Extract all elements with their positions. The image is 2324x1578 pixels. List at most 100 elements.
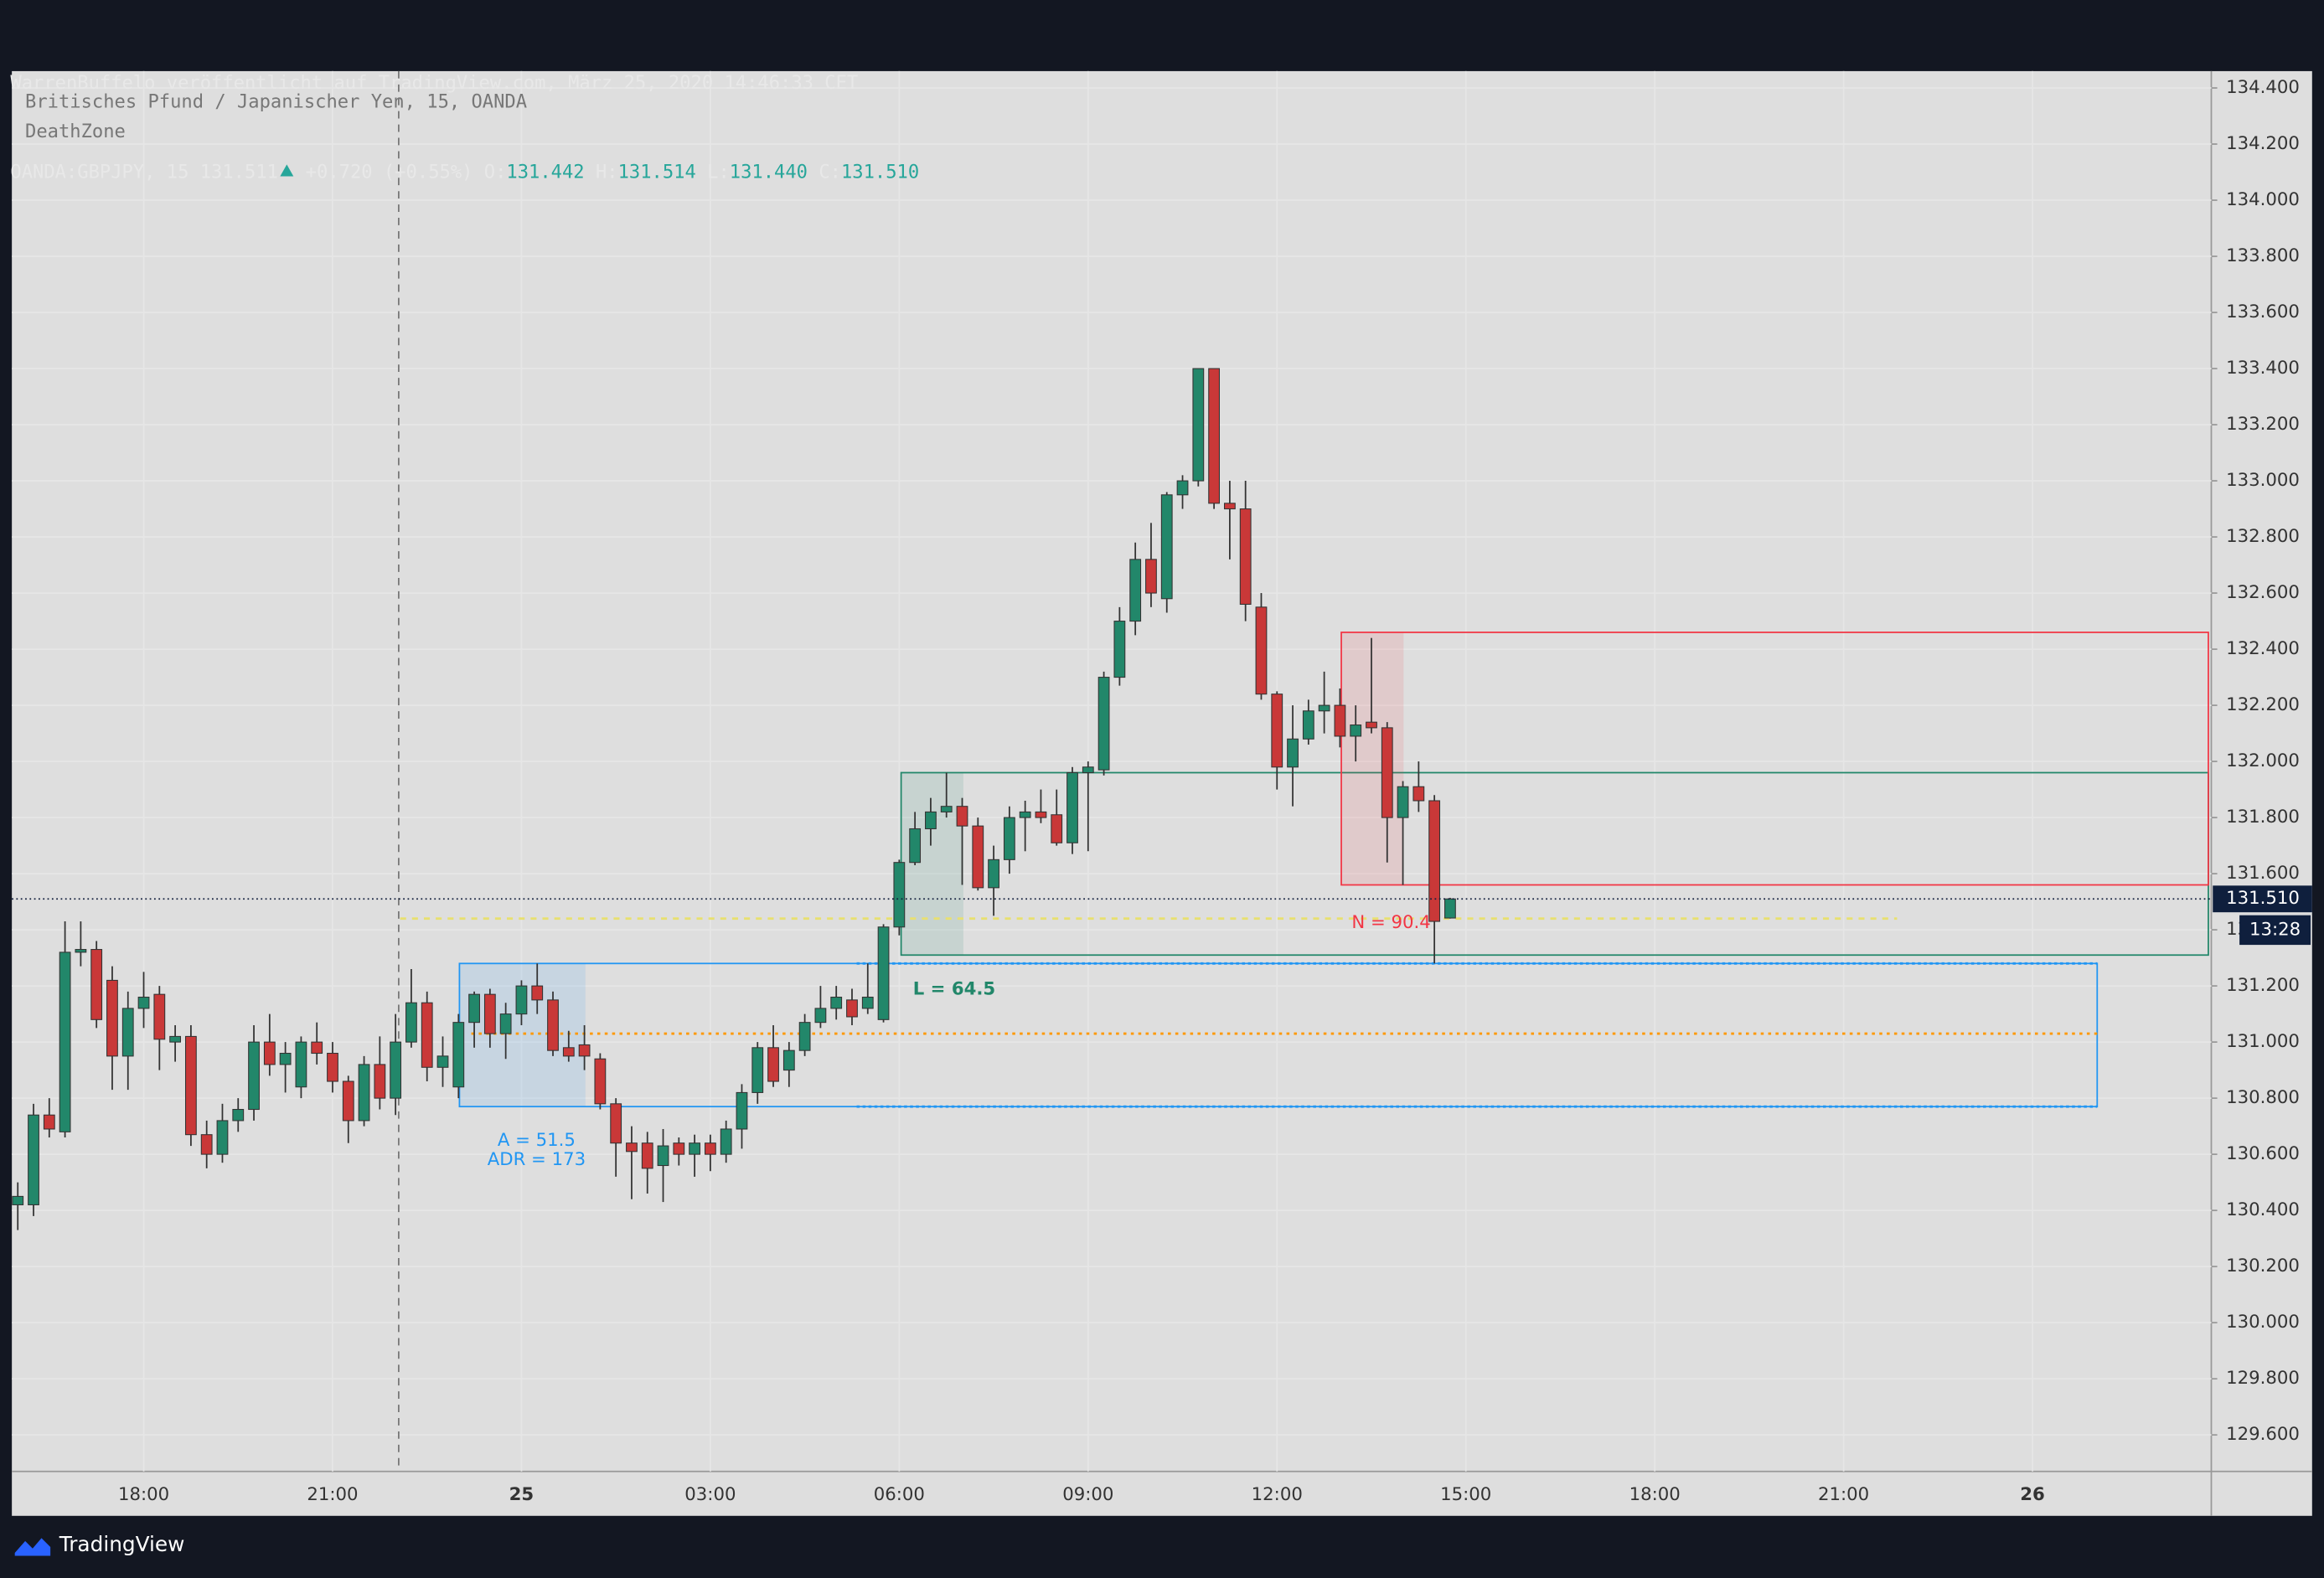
last: 131.511 xyxy=(199,160,278,183)
up-arrow xyxy=(279,164,293,177)
candle-body xyxy=(248,1041,260,1111)
header: WarrenBuffelo veröffentlicht auf Trading… xyxy=(10,9,930,246)
candle-body xyxy=(893,862,906,928)
candle-body xyxy=(499,1013,512,1034)
candle-body xyxy=(468,993,480,1024)
y-tick-label: 130.400 xyxy=(2226,1199,2300,1220)
candle-body xyxy=(28,1114,39,1205)
ohlc-label: H: xyxy=(595,160,618,183)
change: +0.720 (+0.55%) xyxy=(305,160,473,183)
y-tick-label: 133.400 xyxy=(2226,358,2300,379)
candle-body xyxy=(121,1008,134,1057)
x-tick-label: 18:00 xyxy=(118,1484,169,1505)
candle-body xyxy=(1271,694,1283,768)
candle-body xyxy=(798,1022,811,1051)
x-tick-label: 21:00 xyxy=(307,1484,358,1505)
axes: 129.600 129.800 130.000 130.200 130.400 130.6… xyxy=(12,77,2312,1505)
candle-body xyxy=(90,949,103,1020)
candle-body xyxy=(641,1142,653,1169)
candle-body xyxy=(1176,480,1189,496)
candle-body xyxy=(43,1114,55,1130)
y-tick-label: 131.600 xyxy=(2226,863,2300,884)
candle-body xyxy=(311,1041,323,1055)
x-tick-label: 25 xyxy=(509,1484,535,1505)
candle-body xyxy=(562,1047,575,1057)
symbol: OANDA:GBPJPY, 15 xyxy=(10,160,189,183)
zone-shade xyxy=(1341,632,1404,885)
y-tick-label: 131.200 xyxy=(2226,975,2300,996)
candle-body xyxy=(1412,786,1425,802)
ohlc: O:131.442 H:131.514 L:131.440 C:131.510 xyxy=(484,160,931,183)
candle-body xyxy=(200,1134,213,1155)
annotation: A = 51.5 xyxy=(498,1130,576,1151)
candle-body xyxy=(1444,898,1456,919)
x-tick-label: 12:00 xyxy=(1252,1484,1303,1505)
x-tick-label: 15:00 xyxy=(1440,1484,1491,1505)
ohlc-value: 131.440 xyxy=(729,160,808,183)
candle-body xyxy=(1223,503,1236,510)
y-tick-label: 132.800 xyxy=(2226,526,2300,547)
y-tick-label: 130.000 xyxy=(2226,1312,2300,1333)
candle-body xyxy=(1035,811,1047,818)
candle-body xyxy=(1066,771,1078,843)
candle-body xyxy=(1192,368,1205,482)
candle-body xyxy=(1428,800,1441,922)
candle-body xyxy=(137,996,150,1009)
candle-body xyxy=(1318,704,1330,712)
countdown-label: 13:28 xyxy=(2249,919,2301,940)
candle-body xyxy=(1145,559,1157,594)
candle-body xyxy=(1239,508,1252,606)
symbol-line: OANDA:GBPJPY, 15 131.511 +0.720 (+0.55%)… xyxy=(10,157,930,187)
candle-body xyxy=(327,1052,338,1082)
candle-body xyxy=(988,859,999,889)
candle-body xyxy=(1302,710,1314,740)
candle-body xyxy=(861,996,874,1009)
candle-body xyxy=(610,1103,622,1144)
candle-body xyxy=(1113,621,1126,678)
drawings xyxy=(400,632,2209,1108)
y-tick-label: 132.200 xyxy=(2226,694,2300,715)
y-tick-label: 130.800 xyxy=(2226,1087,2300,1108)
y-tick-label: 132.400 xyxy=(2226,638,2300,659)
candle-body xyxy=(1129,559,1142,622)
candle-body xyxy=(531,985,544,1001)
zone xyxy=(1340,632,2209,886)
annotation: N = 90.4 xyxy=(1351,912,1430,933)
candle-body xyxy=(169,1035,182,1043)
candle-body xyxy=(1350,725,1362,737)
x-tick-label: 21:00 xyxy=(1818,1484,1869,1505)
ohlc-value: 131.514 xyxy=(617,160,696,183)
candle-body xyxy=(1334,704,1346,737)
x-tick-label: 03:00 xyxy=(684,1484,736,1505)
candle-body xyxy=(390,1041,402,1099)
y-tick-label: 129.600 xyxy=(2226,1424,2300,1445)
x-tick-label: 09:00 xyxy=(1062,1484,1113,1505)
candle-body xyxy=(956,806,968,827)
y-tick-label: 133.600 xyxy=(2226,302,2300,322)
chart-background xyxy=(12,70,2312,1516)
ohlc-label: O: xyxy=(483,160,507,183)
y-tick-label: 132.000 xyxy=(2226,750,2300,771)
candle-body xyxy=(295,1041,307,1088)
candle-body xyxy=(846,999,858,1018)
candle-body xyxy=(153,993,166,1040)
candle-body xyxy=(673,1142,685,1155)
candle-body xyxy=(720,1128,732,1155)
candle-body xyxy=(452,1022,465,1088)
zone-shade xyxy=(459,963,586,1107)
annotation: L = 64.5 xyxy=(913,979,995,1000)
publisher: WarrenBuffelo veröffentlicht auf Trading… xyxy=(10,70,859,94)
candle-body xyxy=(1208,368,1221,504)
zone-shade xyxy=(901,772,963,956)
candle-body xyxy=(1019,811,1031,818)
y-tick-label: 134.000 xyxy=(2226,189,2300,210)
ohlc-label: L: xyxy=(707,160,730,183)
candle-body xyxy=(1097,677,1110,771)
candle-body xyxy=(374,1064,386,1099)
candles xyxy=(12,368,1456,1230)
y-tick-label: 130.600 xyxy=(2226,1143,2300,1164)
candle-body xyxy=(704,1142,716,1155)
candle-body xyxy=(814,1008,827,1024)
